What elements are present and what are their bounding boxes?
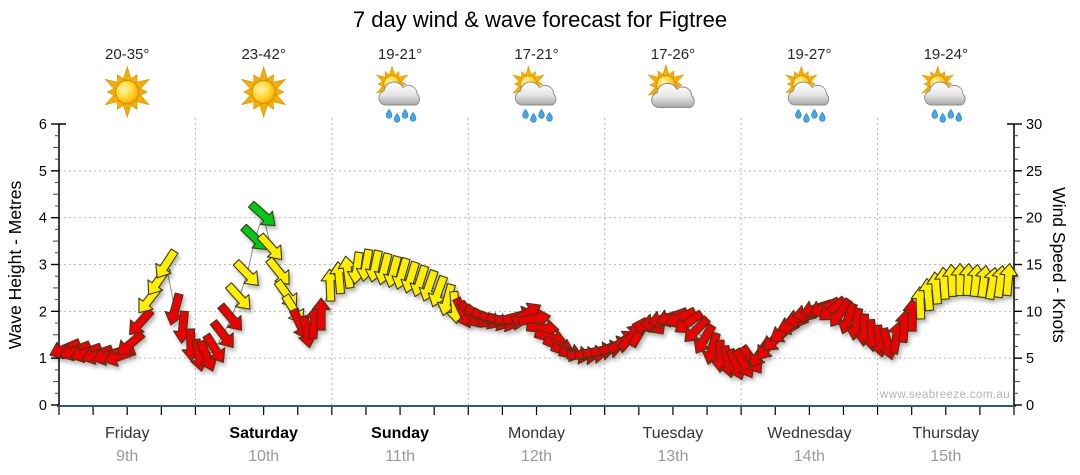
wind-arrows	[49, 200, 1019, 381]
date-label: 11th	[385, 448, 415, 465]
raindrop-icon	[385, 108, 393, 119]
temperature-range: 23-42°	[241, 46, 285, 63]
left-tick-label: 2	[39, 304, 47, 320]
date-label: 10th	[248, 448, 279, 465]
raindrop-icon	[819, 111, 826, 122]
wind-arrow	[247, 200, 276, 227]
date-label: 9th	[116, 448, 138, 465]
cloud-icon	[514, 81, 557, 106]
right-tick-label: 20	[1026, 211, 1042, 227]
left-tick-label: 1	[39, 351, 47, 367]
right-tick-label: 15	[1026, 258, 1042, 274]
date-label: 15th	[930, 448, 961, 465]
raindrop-icon	[522, 108, 529, 119]
weather-icon-sunny	[104, 65, 150, 119]
raindrop-icon	[795, 108, 802, 119]
raindrop-icon	[538, 108, 545, 119]
wind-arrow	[256, 232, 283, 261]
right-tick-label: 30	[1026, 117, 1042, 133]
right-axis-title: Wind Speed - Knots	[1049, 187, 1069, 343]
wind-arrow	[224, 282, 251, 310]
day-label: Tuesday	[643, 425, 704, 442]
temperature-range: 17-21°	[514, 46, 558, 63]
weather-icon-rain-showers	[375, 65, 420, 123]
day-label: Monday	[508, 425, 565, 442]
weather-icon-partly-cloudy	[647, 63, 695, 109]
raindrop-icon	[401, 108, 409, 119]
day-label: Thursday	[912, 425, 979, 442]
right-tick-label: 10	[1026, 304, 1042, 320]
weather-icon-rain-showers	[921, 65, 966, 123]
raindrop-icon	[811, 108, 818, 119]
chart-title: 7 day wind & wave forecast for Figtree	[352, 7, 728, 32]
date-label: 12th	[521, 448, 552, 465]
weather-icon-sunny	[240, 65, 287, 119]
temperature-range: 20-35°	[105, 46, 149, 63]
left-tick-label: 3	[39, 258, 47, 274]
cloud-icon	[787, 81, 830, 106]
wind-arrow	[232, 259, 259, 286]
wind-arrow	[217, 302, 243, 331]
day-label: Sunday	[371, 425, 429, 442]
raindrop-icon	[931, 108, 938, 119]
raindrop-icon	[955, 111, 962, 122]
cloud-icon	[924, 81, 966, 106]
wind-arrow	[155, 248, 179, 279]
right-tick-label: 5	[1026, 351, 1034, 367]
raindrop-icon	[546, 111, 553, 122]
date-label: 13th	[657, 448, 688, 465]
raindrop-icon	[947, 108, 954, 119]
temperature-range: 19-27°	[787, 46, 831, 63]
temperature-range: 19-21°	[378, 46, 422, 63]
weather-icon-rain-showers	[785, 65, 830, 123]
raindrop-icon	[803, 112, 810, 123]
cloud-icon	[378, 81, 420, 106]
temperature-range: 19-24°	[924, 46, 968, 63]
wind-arrow	[999, 263, 1019, 297]
raindrop-icon	[409, 111, 417, 122]
cloud-icon	[651, 82, 695, 109]
left-axis-title: Wave Height - Metres	[5, 180, 25, 350]
right-tick-label: 25	[1026, 164, 1042, 180]
sun-icon	[104, 65, 150, 119]
wind-arrow	[684, 315, 711, 342]
raindrop-icon	[393, 112, 401, 123]
sun-icon	[240, 65, 287, 119]
watermark: www.seabreeze.com.au	[879, 389, 1010, 401]
temperature-range: 17-26°	[651, 46, 695, 63]
wind-arrow	[265, 256, 290, 285]
left-tick-label: 5	[39, 164, 47, 180]
wind-arrow	[129, 307, 155, 336]
left-tick-label: 4	[39, 211, 47, 227]
wind-arrow	[202, 332, 226, 363]
wind-arrow	[117, 330, 146, 355]
weather-icon-rain-showers	[512, 65, 557, 123]
wind-arrow	[311, 297, 331, 331]
left-tick-label: 0	[39, 398, 47, 414]
raindrop-icon	[530, 112, 537, 123]
day-label: Wednesday	[767, 425, 851, 442]
day-label: Friday	[105, 425, 149, 442]
day-label: Saturday	[229, 425, 298, 442]
left-tick-label: 6	[39, 117, 47, 133]
raindrop-icon	[939, 112, 946, 123]
right-tick-label: 0	[1026, 398, 1034, 414]
date-label: 14th	[794, 448, 825, 465]
wind-arrow	[209, 319, 234, 348]
